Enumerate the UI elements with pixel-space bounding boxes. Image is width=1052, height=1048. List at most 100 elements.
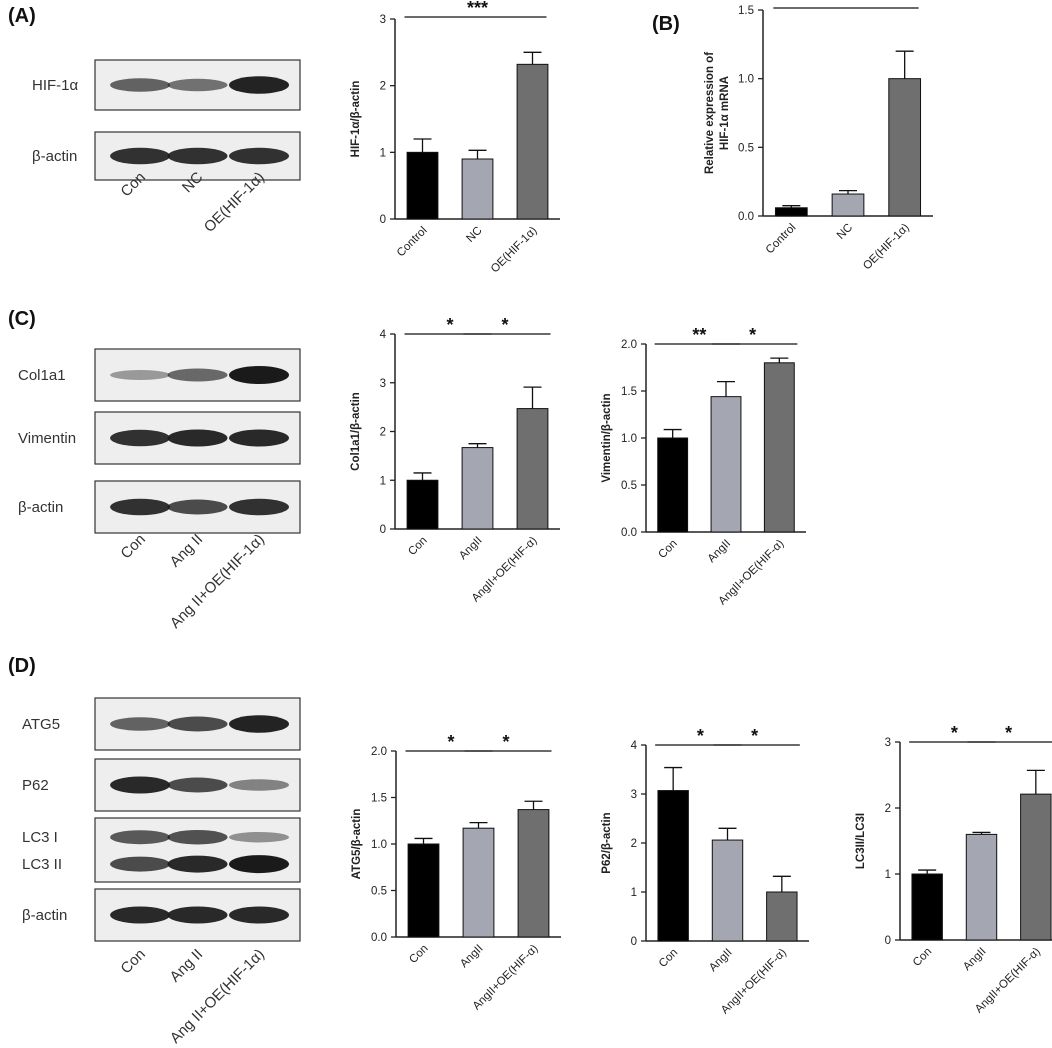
bar <box>831 193 865 217</box>
blot-row-label: ATG5 <box>22 716 60 733</box>
y-tick-label: 0.5 <box>621 480 637 492</box>
blot-band <box>229 429 289 447</box>
bar <box>516 63 549 220</box>
y-tick-label: 2 <box>885 803 891 815</box>
y-tick-label: 0 <box>380 524 386 536</box>
y-tick-label: 0.0 <box>621 527 637 539</box>
y-tick-label: 2.0 <box>371 746 387 758</box>
significance-mark: * <box>501 315 508 335</box>
bar <box>965 833 998 941</box>
blot-band <box>167 368 228 382</box>
y-axis-label: HIF-1α/β-actin <box>350 81 362 158</box>
y-tick-label: 1 <box>380 147 386 159</box>
y-axis-label: HIF-1α mRNA <box>719 76 731 150</box>
blot-lane-label: Con <box>117 531 148 562</box>
blot-band <box>167 906 228 924</box>
bar <box>711 839 744 942</box>
bar <box>657 437 689 533</box>
y-tick-label: 1.0 <box>621 433 637 445</box>
blot-band <box>110 147 171 165</box>
blot-band <box>110 906 171 924</box>
significance-mark: * <box>751 726 758 746</box>
bar <box>766 891 798 942</box>
y-tick-label: 4 <box>631 740 638 752</box>
blot-band <box>167 147 228 165</box>
blot-row-label: P62 <box>22 777 49 794</box>
blot-lane-label: Ang II <box>167 531 207 571</box>
y-tick-label: 2.0 <box>621 339 637 351</box>
category-label: AngII <box>706 538 733 565</box>
bar <box>710 396 742 533</box>
blot-row-label: Col1a1 <box>18 367 66 384</box>
panel-label-c: (C) <box>8 308 36 330</box>
significance-mark: * <box>951 723 958 743</box>
y-tick-label: 2 <box>380 427 386 439</box>
y-tick-label: 0.0 <box>738 211 754 223</box>
y-tick-label: 3 <box>380 378 386 390</box>
blot-band <box>167 429 228 447</box>
y-tick-label: 1.5 <box>621 386 637 398</box>
category-label: Control <box>395 225 430 260</box>
y-tick-label: 4 <box>380 329 387 341</box>
blot-band <box>167 716 228 732</box>
category-label: OE(HIF-1α) <box>861 222 912 273</box>
y-tick-label: 1.5 <box>738 5 754 17</box>
significance-mark: *** <box>467 0 488 18</box>
blot-band <box>229 715 289 733</box>
y-tick-label: 1 <box>380 475 386 487</box>
category-label: NC <box>464 225 484 245</box>
y-tick-label: 3 <box>631 789 637 801</box>
blot-row-label: β-actin <box>22 907 67 924</box>
bar <box>774 207 808 217</box>
blot-band <box>229 779 289 791</box>
bar <box>1020 793 1052 941</box>
significance-mark: * <box>1005 723 1012 743</box>
blot-lane-label: Con <box>117 946 148 977</box>
blot-band <box>167 777 228 793</box>
blot-band <box>110 776 171 794</box>
y-tick-label: 1 <box>631 887 637 899</box>
blot-band <box>167 78 228 92</box>
significance-mark: ** <box>692 325 706 345</box>
y-tick-label: 2 <box>631 838 637 850</box>
bar <box>888 78 922 217</box>
bar <box>406 479 439 530</box>
significance-mark: * <box>447 732 454 752</box>
chart-hif1a-mrna: 0.0 0.5 1.0 1.5 Control NC OE(HIF-1α) Relative … <box>704 0 933 272</box>
blot-row-label: HIF-1α <box>32 77 79 94</box>
y-tick-label: 3 <box>380 14 386 26</box>
y-tick-label: 0.5 <box>371 886 387 898</box>
panel-label-d: (D) <box>8 655 36 677</box>
bar <box>461 158 494 220</box>
blot-band <box>167 855 228 873</box>
significance-mark: * <box>697 726 704 746</box>
bar <box>461 447 494 530</box>
significance-mark: * <box>502 732 509 752</box>
bar <box>763 362 795 533</box>
significance-mark: * <box>749 325 756 345</box>
category-label: Control <box>764 222 799 257</box>
y-axis-label: Vimentin/β-actin <box>601 393 613 482</box>
y-tick-label: 1.0 <box>371 839 387 851</box>
significance-mark: *** <box>837 0 858 9</box>
y-tick-label: 1.5 <box>371 793 387 805</box>
blot-band <box>229 147 289 165</box>
blot-band <box>229 855 289 874</box>
category-label: AngII <box>707 947 734 974</box>
y-axis-label: Relative expression of <box>704 52 716 174</box>
blot-lane-label: Ang II <box>167 946 207 986</box>
category-label: AngII <box>961 946 988 973</box>
y-axis-label: Col1a1/β-actin <box>350 392 362 471</box>
blot-band <box>229 498 289 516</box>
chart-hif1a-protein: 0 1 2 3 Control NC OE(HIF-1α) HIF-1α/β-actin *** <box>350 0 560 275</box>
blot-band <box>110 78 171 92</box>
blot-row-label: LC3 II <box>22 856 62 873</box>
blot-band <box>229 76 289 94</box>
